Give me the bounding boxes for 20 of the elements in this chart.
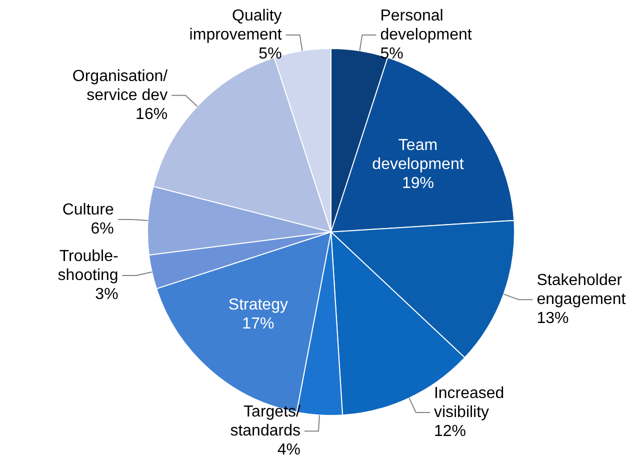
- data-label: 3%: [95, 286, 118, 303]
- slice-label: Targets/standards: [230, 404, 302, 440]
- data-label: 16%: [136, 106, 168, 123]
- slice-label: Organisation/service dev: [72, 68, 168, 104]
- slice-label: Strategy: [228, 296, 288, 314]
- slice-label: Personal development: [380, 7, 472, 44]
- data-label: 19%: [402, 174, 434, 192]
- data-label: 6%: [90, 220, 114, 238]
- data-label: 17%: [242, 315, 274, 332]
- data-label: 12%: [434, 422, 466, 440]
- slice-label: Team development: [372, 136, 464, 173]
- slice-label: Increased visibility: [434, 384, 504, 421]
- data-label: 4%: [277, 442, 300, 459]
- data-label: 5%: [258, 45, 282, 62]
- slice-label: Stakeholder engagement: [536, 272, 626, 308]
- data-label: 5%: [380, 45, 404, 62]
- slice-label: Quality improvement: [189, 7, 282, 44]
- slice-label: Trouble-shooting: [58, 248, 118, 284]
- slice-label: Culture: [62, 201, 114, 218]
- data-label: 13%: [536, 310, 569, 327]
